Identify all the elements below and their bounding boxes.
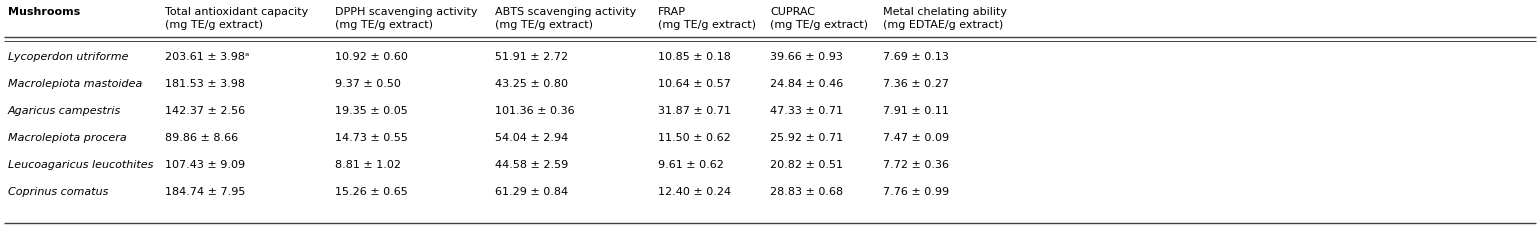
Text: 9.61 ± 0.62: 9.61 ± 0.62 (658, 159, 724, 169)
Text: (mg TE/g extract): (mg TE/g extract) (658, 20, 756, 30)
Text: 11.50 ± 0.62: 11.50 ± 0.62 (658, 132, 732, 142)
Text: 7.36 ± 0.27: 7.36 ± 0.27 (882, 79, 949, 89)
Text: (mg EDTAE/g extract): (mg EDTAE/g extract) (882, 20, 1003, 30)
Text: 31.87 ± 0.71: 31.87 ± 0.71 (658, 106, 732, 115)
Text: 61.29 ± 0.84: 61.29 ± 0.84 (494, 186, 568, 196)
Text: (mg TE/g extract): (mg TE/g extract) (165, 20, 263, 30)
Text: 7.72 ± 0.36: 7.72 ± 0.36 (882, 159, 949, 169)
Text: 19.35 ± 0.05: 19.35 ± 0.05 (336, 106, 408, 115)
Text: 181.53 ± 3.98: 181.53 ± 3.98 (165, 79, 245, 89)
Text: 44.58 ± 2.59: 44.58 ± 2.59 (494, 159, 568, 169)
Text: 7.69 ± 0.13: 7.69 ± 0.13 (882, 52, 949, 62)
Text: Leucoagaricus leucothites: Leucoagaricus leucothites (8, 159, 154, 169)
Text: 142.37 ± 2.56: 142.37 ± 2.56 (165, 106, 245, 115)
Text: Metal chelating ability: Metal chelating ability (882, 7, 1007, 17)
Text: Macrolepiota mastoidea: Macrolepiota mastoidea (8, 79, 142, 89)
Text: 25.92 ± 0.71: 25.92 ± 0.71 (770, 132, 842, 142)
Text: ABTS scavenging activity: ABTS scavenging activity (494, 7, 636, 17)
Text: 101.36 ± 0.36: 101.36 ± 0.36 (494, 106, 574, 115)
Text: 14.73 ± 0.55: 14.73 ± 0.55 (336, 132, 408, 142)
Text: 51.91 ± 2.72: 51.91 ± 2.72 (494, 52, 568, 62)
Text: 89.86 ± 8.66: 89.86 ± 8.66 (165, 132, 239, 142)
Text: 7.47 ± 0.09: 7.47 ± 0.09 (882, 132, 949, 142)
Text: DPPH scavenging activity: DPPH scavenging activity (336, 7, 477, 17)
Text: (mg TE/g extract): (mg TE/g extract) (494, 20, 593, 30)
Text: 10.92 ± 0.60: 10.92 ± 0.60 (336, 52, 408, 62)
Text: (mg TE/g extract): (mg TE/g extract) (770, 20, 869, 30)
Text: Total antioxidant capacity: Total antioxidant capacity (165, 7, 308, 17)
Text: 39.66 ± 0.93: 39.66 ± 0.93 (770, 52, 842, 62)
Text: 15.26 ± 0.65: 15.26 ± 0.65 (336, 186, 408, 196)
Text: 43.25 ± 0.80: 43.25 ± 0.80 (494, 79, 568, 89)
Text: 8.81 ± 1.02: 8.81 ± 1.02 (336, 159, 400, 169)
Text: (mg TE/g extract): (mg TE/g extract) (336, 20, 433, 30)
Text: Mushrooms: Mushrooms (8, 7, 80, 17)
Text: CUPRAC: CUPRAC (770, 7, 815, 17)
Text: Lycoperdon utriforme: Lycoperdon utriforme (8, 52, 128, 62)
Text: 107.43 ± 9.09: 107.43 ± 9.09 (165, 159, 245, 169)
Text: 184.74 ± 7.95: 184.74 ± 7.95 (165, 186, 245, 196)
Text: 203.61 ± 3.98ᵃ: 203.61 ± 3.98ᵃ (165, 52, 249, 62)
Text: FRAP: FRAP (658, 7, 685, 17)
Text: 28.83 ± 0.68: 28.83 ± 0.68 (770, 186, 842, 196)
Text: 12.40 ± 0.24: 12.40 ± 0.24 (658, 186, 732, 196)
Text: 24.84 ± 0.46: 24.84 ± 0.46 (770, 79, 844, 89)
Text: 10.64 ± 0.57: 10.64 ± 0.57 (658, 79, 732, 89)
Text: 7.91 ± 0.11: 7.91 ± 0.11 (882, 106, 949, 115)
Text: 10.85 ± 0.18: 10.85 ± 0.18 (658, 52, 732, 62)
Text: Macrolepiota procera: Macrolepiota procera (8, 132, 126, 142)
Text: Agaricus campestris: Agaricus campestris (8, 106, 122, 115)
Text: 7.76 ± 0.99: 7.76 ± 0.99 (882, 186, 949, 196)
Text: Coprinus comatus: Coprinus comatus (8, 186, 108, 196)
Text: 54.04 ± 2.94: 54.04 ± 2.94 (494, 132, 568, 142)
Text: 20.82 ± 0.51: 20.82 ± 0.51 (770, 159, 842, 169)
Text: 9.37 ± 0.50: 9.37 ± 0.50 (336, 79, 400, 89)
Text: 47.33 ± 0.71: 47.33 ± 0.71 (770, 106, 842, 115)
